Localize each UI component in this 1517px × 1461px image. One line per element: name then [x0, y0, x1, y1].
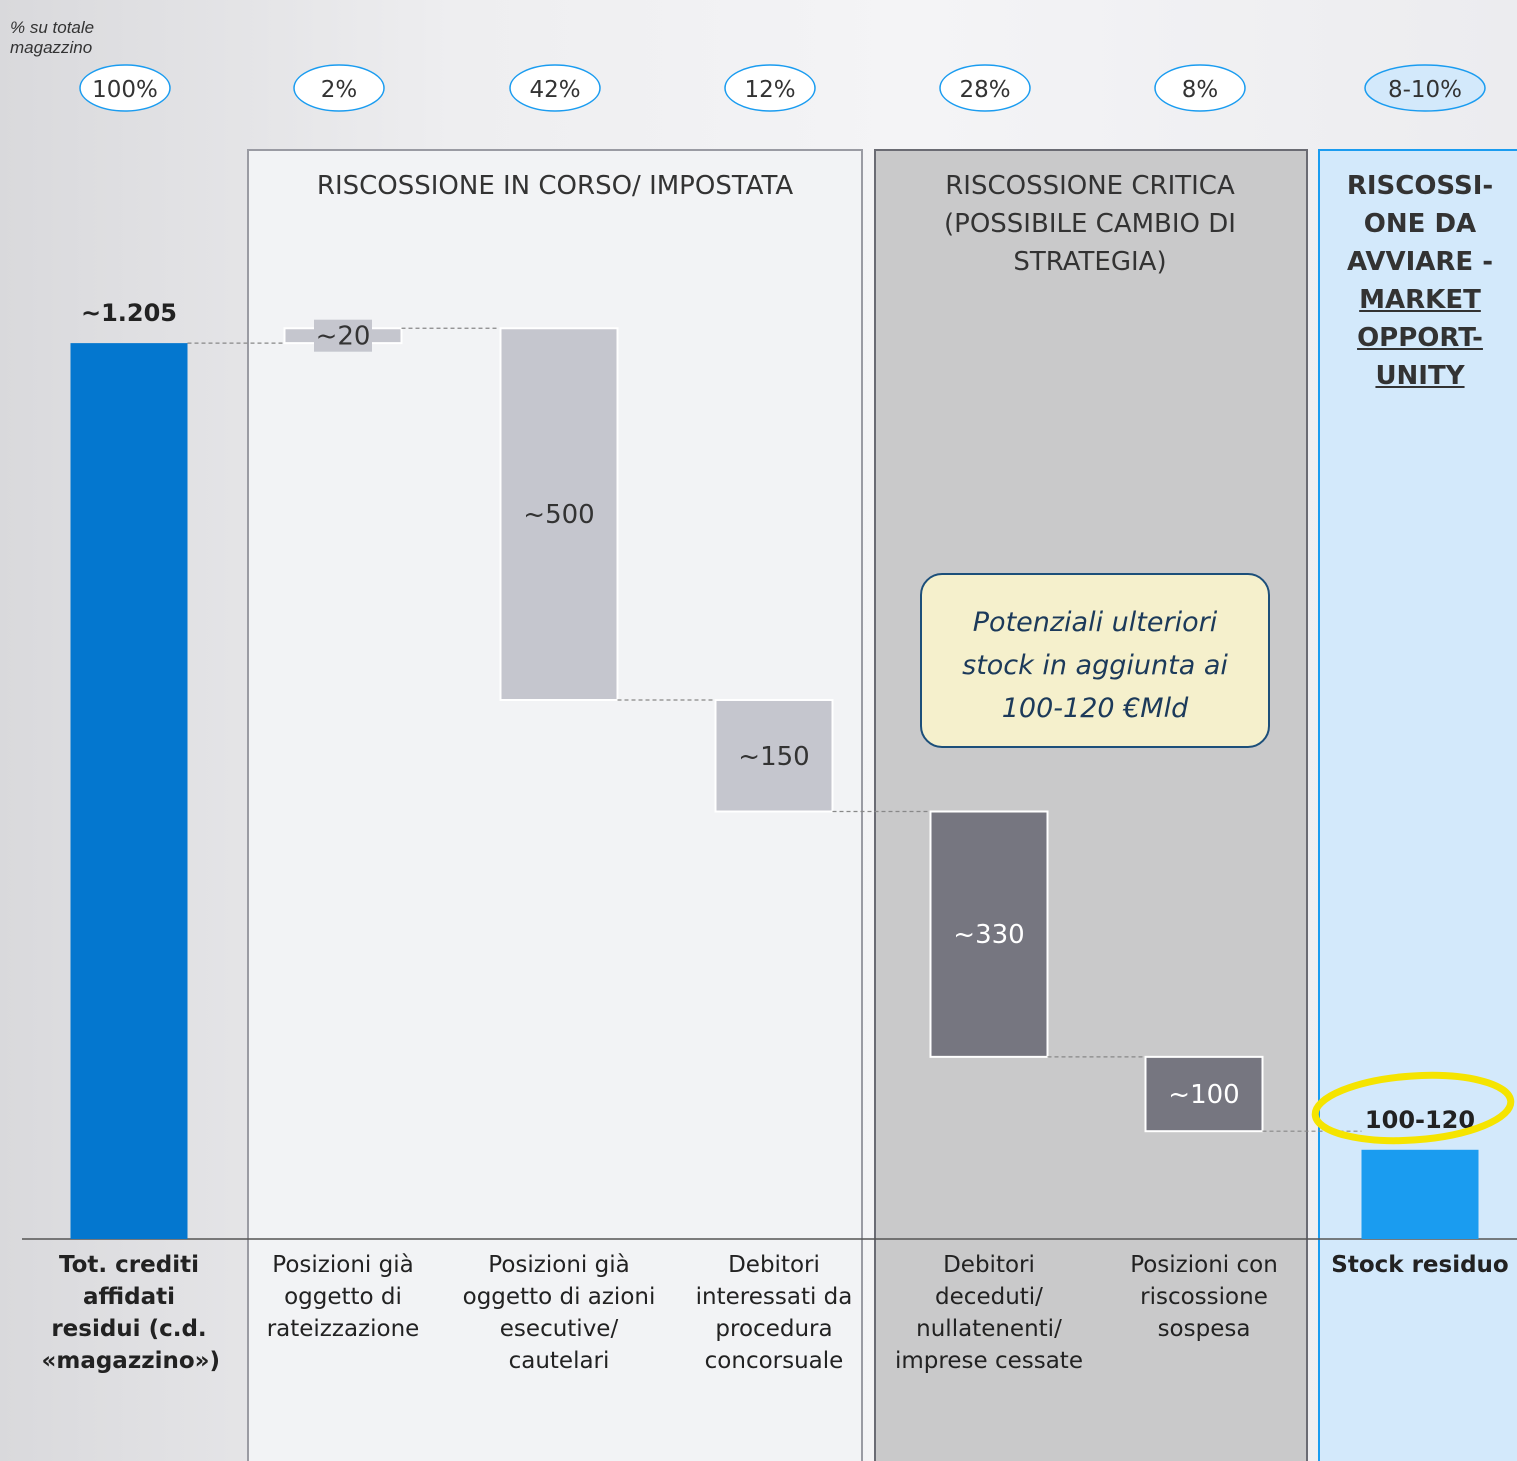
x-tick-label: Posizioni già oggetto di rateizzazione — [266, 1252, 420, 1342]
bar — [499, 327, 619, 701]
share-label: 12% — [744, 77, 795, 103]
share-label: 2% — [321, 77, 358, 103]
data-label: ~150 — [738, 742, 809, 772]
x-tick-label: Posizioni già oggetto di azioni esecutiv… — [462, 1252, 656, 1374]
data-label-bg — [314, 319, 372, 352]
share-label: 100% — [92, 77, 158, 103]
annotation: Potenziali ulteriori stock in aggiunta a… — [920, 573, 1270, 748]
share-label: 28% — [959, 77, 1010, 103]
note: % su totale magazzino — [10, 18, 95, 57]
bar — [70, 343, 188, 1239]
section-panel — [874, 149, 1308, 1461]
bar — [714, 698, 834, 813]
share-label: 8% — [1182, 77, 1219, 103]
highlight — [1311, 1071, 1515, 1145]
share-badge — [939, 64, 1031, 112]
bar — [929, 810, 1049, 1058]
data-label: ~500 — [523, 500, 594, 530]
section-title: RISCOSSIONE IN CORSO/ IMPOSTATA — [316, 171, 794, 201]
x-tick-label: Debitori interessati da procedura concor… — [695, 1252, 853, 1374]
section-title: RISCOSSIONE CRITICA (POSSIBILE CAMBIO DI… — [944, 171, 1236, 277]
section-panel — [1318, 149, 1517, 1461]
data-label: 100-120 — [1365, 1106, 1475, 1134]
bar — [1144, 1055, 1264, 1133]
data-label: ~1.205 — [81, 299, 177, 327]
share-badge — [724, 64, 816, 112]
share-label: 42% — [529, 77, 580, 103]
x-tick-label: Posizioni con riscossione sospesa — [1130, 1252, 1278, 1342]
share-badge — [1364, 64, 1486, 112]
share-badge — [293, 64, 385, 112]
section-title: RISCOSSI-ONE DA AVVIARE - — [1346, 171, 1494, 277]
share-badge — [79, 64, 171, 112]
x-tick-label: Debitori deceduti/ nullatenenti/ imprese… — [895, 1252, 1083, 1374]
bar — [1361, 1149, 1479, 1239]
share-badge — [1154, 64, 1246, 112]
share-badge — [509, 64, 601, 112]
section-title-link: MARKET OPPORT-UNITY — [1357, 285, 1483, 391]
share-label: 8-10% — [1388, 77, 1462, 103]
data-label: ~330 — [953, 920, 1024, 950]
section-title: RISCOSSI-ONE DA AVVIARE - MARKET OPPORT-… — [1335, 167, 1505, 395]
x-tick-label: Stock residuo — [1331, 1252, 1509, 1278]
data-label: ~100 — [1168, 1080, 1239, 1110]
data-label: ~20 — [316, 322, 371, 352]
x-tick-label: Tot. crediti affidati residui (c.d. «mag… — [41, 1252, 221, 1374]
